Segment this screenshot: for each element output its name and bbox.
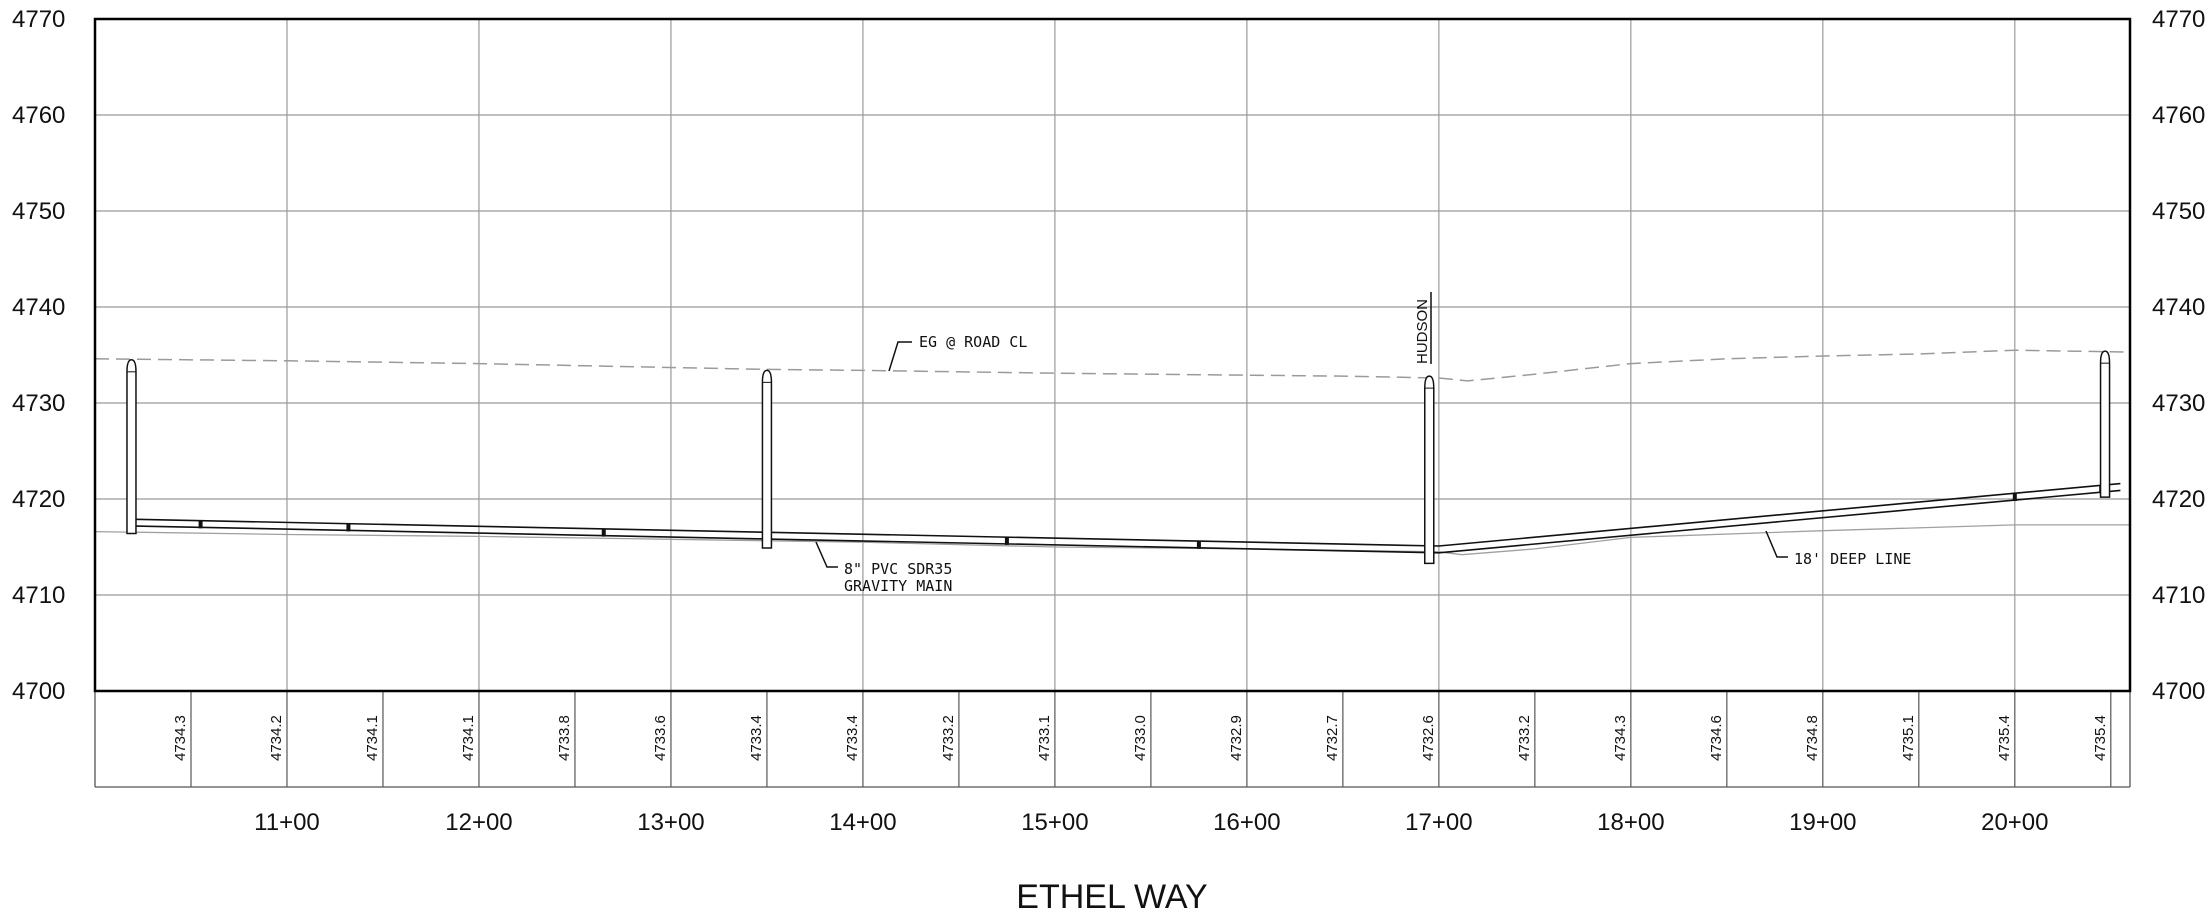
ground-elevation-value: 4733.8 [556, 715, 573, 761]
eg-leader [888, 341, 912, 372]
station-label: 18+00 [1597, 809, 1664, 836]
elevation-label-right: 4720 [2152, 486, 2205, 513]
station-label: 19+00 [1789, 809, 1856, 836]
manhole [126, 359, 137, 535]
station-label: 17+00 [1405, 809, 1472, 836]
station-label: 13+00 [637, 809, 704, 836]
elevation-label-right: 4770 [2152, 6, 2205, 33]
elevation-label-right: 4740 [2152, 294, 2205, 321]
deep-line-leader [1765, 530, 1788, 558]
deep-line-label: 18' DEEP LINE [1794, 550, 1911, 568]
pipe-joint [1004, 537, 1009, 545]
ground-elevation-value: 4733.6 [652, 715, 669, 761]
annotations: EG @ ROAD CL 8" PVC SDR35 GRAVITY MAIN 1… [815, 292, 1911, 595]
elevation-label-right: 4750 [2152, 198, 2205, 225]
pipe-joint [601, 528, 606, 537]
station-label: 12+00 [445, 809, 512, 836]
pipe-invert-line [129, 489, 2121, 554]
ground-elevation-value: 4733.2 [940, 715, 957, 761]
eg-label: EG @ ROAD CL [919, 333, 1027, 351]
elevation-label-left: 4750 [12, 198, 65, 225]
ground-elevation-value: 4734.3 [172, 715, 189, 761]
station-label: 20+00 [1981, 809, 2048, 836]
elevation-label-left: 4700 [12, 678, 65, 705]
elevation-axis-labels: 4770 4770 4760 4760 4750 4750 4740 4740 4730 4730… [12, 6, 2205, 705]
station-label: 14+00 [829, 809, 896, 836]
ground-elevation-value: 4733.0 [1132, 715, 1149, 761]
grid [95, 19, 2130, 691]
pipe-joint [346, 523, 351, 532]
pipe-label-line1: 8" PVC SDR35 [844, 560, 952, 578]
ground-elevation-value: 4733.1 [1036, 715, 1053, 761]
station-label: 11+00 [254, 809, 320, 836]
ground-elevation-value: 4732.6 [1420, 715, 1437, 761]
manhole [761, 369, 773, 549]
station-axis-labels: 11+00 12+00 13+00 14+00 15+00 16+00 17+00 18+00… [254, 809, 2048, 836]
ground-elevation-value: 4735.4 [2092, 715, 2109, 761]
pipe-label-line2: GRAVITY MAIN [844, 577, 952, 595]
drawing-title: ETHEL WAY [1016, 878, 1207, 913]
elevation-label-left: 4740 [12, 294, 65, 321]
ground-elevation-value: 4732.9 [1228, 715, 1245, 761]
ground-elevation-value: 4733.4 [844, 715, 861, 761]
ground-elevation-band: 4734.3 4734.2 4734.1 4734.1 4733.8 4733.6 4733… [94, 691, 2131, 788]
ground-elevation-value: 4734.2 [268, 715, 285, 761]
elevation-label-right: 4760 [2152, 102, 2205, 129]
elevation-label-left: 4710 [12, 582, 65, 609]
elevation-label-left: 4730 [12, 390, 65, 417]
pipe-leader [815, 541, 838, 568]
manholes [126, 350, 2111, 565]
ground-elevation-value: 4734.1 [460, 715, 477, 761]
ground-elevation-value: 4734.1 [364, 715, 381, 761]
elevation-label-left: 4720 [12, 486, 65, 513]
ground-elevation-value: 4734.8 [1804, 715, 1821, 761]
manhole [2099, 350, 2111, 498]
elevation-label-right: 4710 [2152, 582, 2205, 609]
ground-elevation-value: 4734.3 [1612, 715, 1629, 761]
ground-elevation-value: 4734.6 [1708, 715, 1725, 761]
ground-elevation-value: 4732.7 [1324, 715, 1341, 761]
hudson-label: HUDSON [1414, 299, 1431, 364]
ground-elevation-value: 4735.4 [1996, 715, 2013, 761]
plot-frame [93, 17, 2132, 693]
pipe-crown-line [129, 482, 2121, 547]
ground-elevation-value: 4735.1 [1900, 715, 1917, 761]
pipe-joint [1196, 541, 1201, 549]
pipe-profile [129, 482, 2121, 554]
pipe-joint [198, 520, 203, 529]
pipe-joint [2012, 493, 2017, 502]
manhole [1424, 375, 1435, 565]
station-label: 16+00 [1213, 809, 1280, 836]
elevation-label-right: 4730 [2152, 390, 2205, 417]
existing-ground-line [94, 349, 2131, 382]
elevation-label-right: 4700 [2152, 678, 2205, 705]
ground-elevation-value: 4733.2 [1516, 715, 1533, 761]
station-label: 15+00 [1021, 809, 1088, 836]
ground-elevation-value: 4733.4 [748, 715, 765, 761]
elevation-label-left: 4770 [12, 6, 65, 33]
elevation-label-left: 4760 [12, 102, 65, 129]
